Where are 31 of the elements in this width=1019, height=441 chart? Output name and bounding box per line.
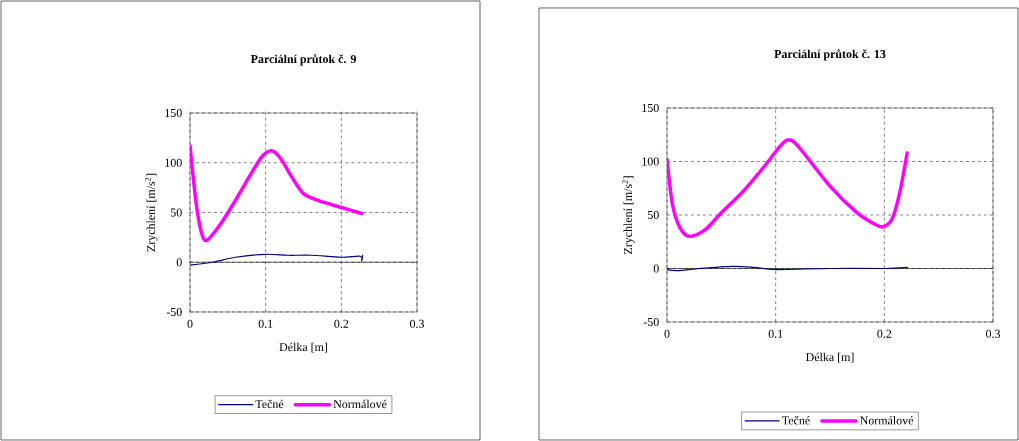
y-tick-label: 50: [647, 210, 659, 220]
y-tick-label: 100: [642, 157, 659, 166]
x-tick-label: 0.2: [877, 329, 892, 338]
y-tick-label: -50: [643, 317, 659, 327]
x-tick-label: 0.2: [334, 319, 349, 328]
x-tick-label: 0.1: [768, 329, 783, 338]
x-tick-label: 0.3: [985, 329, 1001, 338]
y-tick-label: 150: [642, 103, 659, 113]
x-axis-title: Délka [m]: [279, 342, 328, 353]
y-tick-label: 50: [170, 208, 182, 217]
y-axis-title: Zrychlení [m/s$^{2}$]: [622, 176, 635, 254]
line-series: [667, 138, 909, 239]
line-series: [190, 253, 364, 266]
legend-label: Tečné: [782, 416, 810, 425]
legend-label: Normálové: [859, 416, 914, 425]
y-tick-label: 0: [176, 258, 182, 267]
y-tick-label: 150: [165, 108, 182, 118]
x-tick-label: 0: [187, 319, 193, 328]
chart-title: Parciální průtok č. 9: [250, 54, 356, 66]
x-tick-label: 0: [664, 329, 670, 338]
y-axis-title: Zrychlení [m/s$^{2}$]: [145, 173, 158, 252]
y-tick-label: 0: [653, 264, 659, 273]
y-tick-label: 100: [165, 158, 182, 167]
x-axis-title: Délka [m]: [805, 352, 854, 363]
legend-label: Normálové: [333, 399, 387, 409]
y-tick-label: -50: [166, 307, 182, 317]
legend-label: Tečné: [255, 399, 284, 409]
x-tick-label: 0.1: [258, 319, 273, 328]
chart-title: Parciální průtok č. 13: [774, 49, 886, 61]
line-series: [190, 144, 364, 243]
x-tick-label: 0.3: [409, 319, 425, 328]
